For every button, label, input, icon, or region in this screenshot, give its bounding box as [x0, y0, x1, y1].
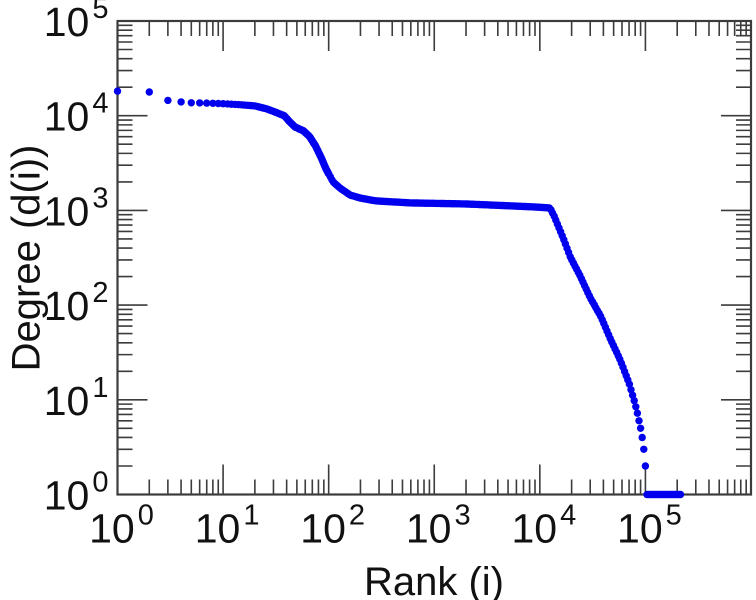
plot-frame: [116, 19, 753, 496]
x-tick-label: 10 2: [300, 500, 365, 552]
y-tick-label: 10 0: [44, 467, 109, 519]
y-tick-label: 10 3: [44, 182, 109, 234]
x-tick-label: 10 4: [511, 500, 576, 552]
data-series: [113, 87, 685, 499]
x-tick-label: 10 3: [406, 500, 471, 552]
x-tick-label: 10 0: [89, 500, 154, 552]
tick-labels: 10 0 10 1 10 2 10 3 10 4 10 5 10 0 10 1 10 2 10 3 10 4 10 5: [44, 0, 682, 552]
minor-ticks: [117, 21, 751, 495]
x-axis-title: Rank (i): [363, 560, 505, 600]
y-tick-label: 10 4: [44, 88, 109, 140]
axis-ticks: [116, 20, 751, 496]
x-tick-label: 10 1: [195, 500, 260, 552]
major-ticks: [116, 20, 751, 496]
y-tick-label: 10 2: [44, 277, 109, 329]
y-tick-label: 10 1: [44, 372, 109, 424]
x-tick-label: 10 5: [617, 500, 682, 552]
y-axis-title: Degree (d(i)): [4, 144, 49, 372]
y-tick-label: 10 5: [44, 0, 109, 45]
